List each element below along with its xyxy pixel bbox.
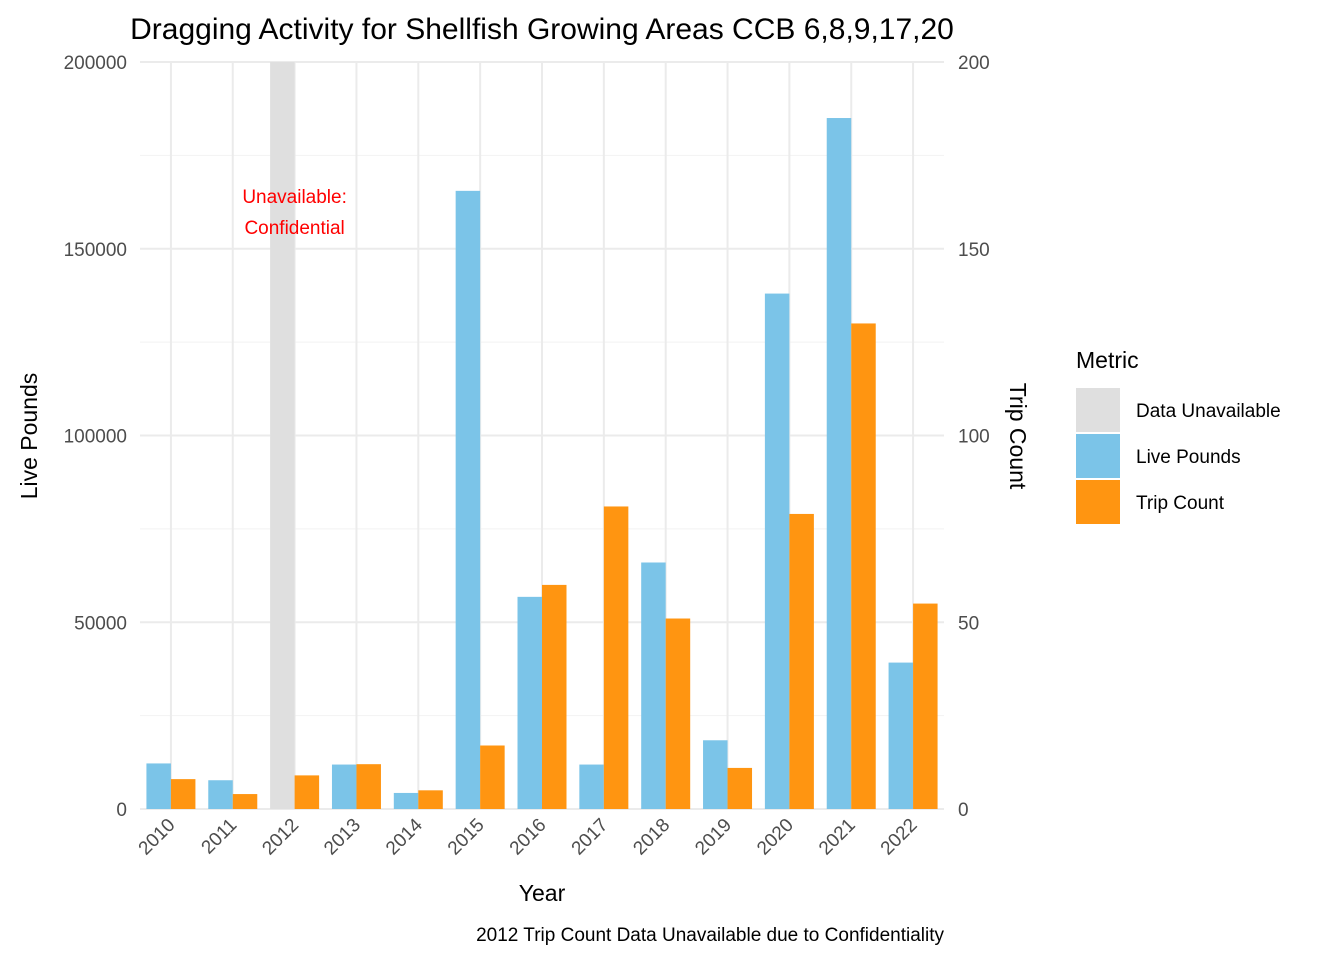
- legend-swatch: [1076, 434, 1120, 478]
- bar-live-pounds-2016: [517, 596, 542, 809]
- bar-data-unavailable-2012: [270, 62, 295, 809]
- x-tick-label: 2020: [753, 815, 798, 860]
- bar-trip-count-2015: [480, 745, 505, 809]
- x-tick-label: 2010: [135, 815, 180, 860]
- legend-items: Data Unavailable Live Pounds Trip Count: [1076, 388, 1281, 524]
- x-tick-label: 2014: [382, 814, 427, 859]
- bar-trip-count-2011: [232, 794, 258, 809]
- y-tick-label: 0: [116, 800, 127, 821]
- bar-trip-count-2020: [789, 513, 814, 809]
- bar-trip-count-2014: [418, 790, 443, 809]
- bar-live-pounds-2020: [764, 293, 790, 809]
- bar-live-pounds-2014: [393, 792, 419, 809]
- x-tick-label: 2011: [198, 815, 242, 859]
- x-axis-title: Year: [519, 880, 566, 906]
- bar-live-pounds-2018: [641, 562, 666, 809]
- bar-trip-count-2016: [542, 584, 567, 809]
- x-tick-label: 2022: [877, 815, 922, 860]
- bar-trip-count-2012: [294, 775, 320, 809]
- y2-tick-label: 100: [958, 427, 990, 448]
- y-tick-label: 100000: [64, 427, 127, 448]
- chart-caption: 2012 Trip Count Data Unavailable due to …: [476, 925, 944, 946]
- chart-title: Dragging Activity for Shellfish Growing …: [130, 13, 954, 46]
- bar-trip-count-2013: [356, 764, 381, 809]
- y-tick-label: 200000: [64, 53, 127, 74]
- legend-swatch: [1076, 480, 1120, 524]
- bar-trip-count-2019: [727, 767, 753, 809]
- y-tick-label: 150000: [64, 240, 127, 261]
- bar-live-pounds-2013: [331, 764, 357, 809]
- y-axis-left-ticks: 0 50000 100000 150000 200000: [64, 53, 127, 821]
- bar-trip-count-2018: [665, 618, 691, 809]
- legend-title: Metric: [1076, 347, 1139, 373]
- bars: [146, 62, 938, 810]
- legend-label: Data Unavailable: [1136, 401, 1281, 422]
- y2-tick-label: 150: [958, 240, 990, 261]
- bar-live-pounds-2019: [703, 740, 728, 809]
- bar-live-pounds-2015: [455, 190, 481, 810]
- y-tick-label: 50000: [74, 613, 127, 634]
- bar-live-pounds-2011: [208, 780, 233, 809]
- y-axis-right-ticks: 0 50 100 150 200: [958, 53, 990, 821]
- bar-live-pounds-2022: [888, 662, 914, 809]
- x-tick-label: 2017: [568, 815, 613, 860]
- bar-trip-count-2017: [603, 506, 629, 809]
- bar-live-pounds-2010: [146, 763, 171, 809]
- bar-trip-count-2022: [913, 603, 938, 809]
- annotation-line: Confidential: [244, 218, 344, 239]
- annotation-line: Unavailable:: [242, 187, 347, 208]
- legend-label: Live Pounds: [1136, 447, 1241, 468]
- y-axis-left-title: Live Pounds: [16, 373, 42, 500]
- legend-label: Trip Count: [1136, 493, 1225, 514]
- x-axis-ticks: 2010 2011 2012 2013 2014 2015 2016 2017 2018 2019…: [135, 814, 922, 859]
- y2-tick-label: 50: [958, 613, 979, 634]
- x-tick-label: 2016: [506, 815, 551, 860]
- legend: Metric Data Unavailable Live Pounds Trip C…: [1076, 347, 1281, 524]
- x-tick-label: 2013: [320, 815, 365, 860]
- y-axis-right-title: Trip Count: [1005, 383, 1031, 490]
- bar-trip-count-2021: [851, 323, 876, 809]
- x-tick-label: 2015: [444, 815, 489, 860]
- x-tick-label: 2019: [691, 815, 736, 860]
- legend-swatch: [1076, 388, 1120, 432]
- x-tick-label: 2012: [258, 815, 303, 860]
- unavailable-annotation: Unavailable: Confidential: [242, 187, 347, 239]
- y2-tick-label: 0: [958, 800, 969, 821]
- x-tick-label: 2021: [815, 815, 860, 860]
- y2-tick-label: 200: [958, 53, 990, 74]
- bar-live-pounds-2017: [579, 764, 604, 809]
- bar-live-pounds-2021: [826, 118, 852, 809]
- bar-trip-count-2010: [170, 779, 196, 809]
- x-tick-label: 2018: [629, 815, 674, 860]
